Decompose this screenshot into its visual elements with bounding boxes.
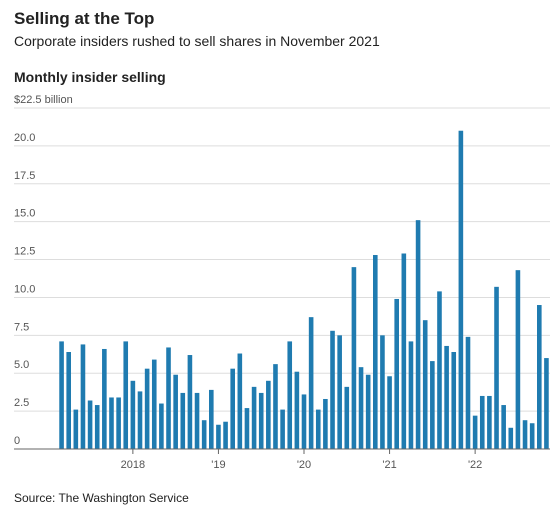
bar xyxy=(344,386,350,449)
bar xyxy=(508,427,514,449)
bar xyxy=(137,391,143,449)
bar xyxy=(73,409,79,449)
bar xyxy=(330,330,335,449)
bar xyxy=(187,355,193,449)
bar xyxy=(273,364,278,449)
bar xyxy=(230,368,235,449)
bar xyxy=(144,368,150,449)
bar xyxy=(244,408,250,449)
bar xyxy=(209,389,214,449)
y-tick-label: 15.0 xyxy=(14,208,35,220)
chart-subtitle: Corporate insiders rushed to sell shares… xyxy=(14,33,380,49)
bar xyxy=(408,341,414,449)
bar xyxy=(472,415,478,449)
bar xyxy=(351,267,357,449)
x-tick-label: '20 xyxy=(297,459,311,471)
y-tick-label: 17.5 xyxy=(14,170,35,182)
bar xyxy=(59,341,64,449)
bar xyxy=(201,420,207,449)
y-tick-label: 10.0 xyxy=(14,283,35,295)
y-tick-label: 5.0 xyxy=(14,359,29,371)
chart-title: Selling at the Top xyxy=(14,9,154,28)
bar xyxy=(537,305,542,449)
y-tick-label: 0 xyxy=(14,435,20,447)
bar xyxy=(544,358,549,449)
bar xyxy=(337,335,342,449)
bar xyxy=(515,270,521,449)
bar xyxy=(151,359,157,449)
bar xyxy=(130,380,136,449)
bar xyxy=(216,424,221,449)
bar xyxy=(415,220,421,449)
bar xyxy=(194,392,200,449)
bar xyxy=(66,352,71,449)
bar xyxy=(180,392,186,449)
y-tick-label: $22.5 billion xyxy=(14,94,73,106)
bar xyxy=(251,386,257,449)
bar xyxy=(280,409,285,449)
bar xyxy=(529,423,535,449)
bar xyxy=(501,405,506,449)
bar xyxy=(380,335,385,449)
bar xyxy=(237,353,243,449)
y-tick-label: 20.0 xyxy=(14,132,35,144)
bar xyxy=(102,348,107,449)
bar xyxy=(294,371,300,449)
x-tick-label: '21 xyxy=(382,459,396,471)
bar xyxy=(308,317,314,449)
y-axis-title: Monthly insider selling xyxy=(14,69,166,85)
bar xyxy=(258,392,264,449)
bar xyxy=(358,367,364,449)
bar xyxy=(266,380,271,449)
bar xyxy=(109,397,114,449)
bar xyxy=(301,394,307,449)
bar xyxy=(422,320,428,449)
bar xyxy=(159,403,164,449)
bar xyxy=(87,400,93,449)
bar xyxy=(394,298,399,449)
bar xyxy=(365,374,371,449)
source: Source: The Washington Service xyxy=(14,491,189,505)
bar xyxy=(80,344,86,449)
y-tick-label: 7.5 xyxy=(14,321,29,333)
bar xyxy=(401,253,407,449)
bar xyxy=(522,420,528,449)
bar xyxy=(223,421,228,449)
bar xyxy=(323,398,328,449)
x-tick-label: 2018 xyxy=(121,459,145,471)
bar xyxy=(430,361,435,449)
bar xyxy=(444,345,449,449)
bar xyxy=(315,409,321,449)
bar xyxy=(166,347,171,449)
y-tick-label: 2.5 xyxy=(14,397,29,409)
x-tick-label: '22 xyxy=(468,459,482,471)
bar xyxy=(487,395,492,449)
bar xyxy=(387,376,392,449)
bar xyxy=(437,291,442,449)
bar xyxy=(458,130,464,449)
bar xyxy=(451,352,457,449)
bar xyxy=(94,405,100,449)
y-tick-label: 12.5 xyxy=(14,246,35,258)
bar xyxy=(123,341,129,449)
bar xyxy=(494,286,499,449)
bar xyxy=(116,397,121,449)
bar xyxy=(373,255,378,449)
bar xyxy=(287,341,293,449)
x-tick-label: '19 xyxy=(211,459,225,471)
bar xyxy=(465,336,471,449)
bar xyxy=(173,374,178,449)
bar xyxy=(479,395,485,449)
